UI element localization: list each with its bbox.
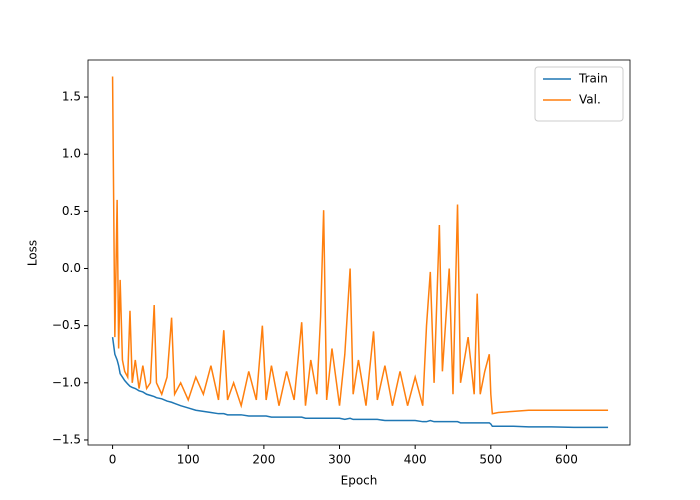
x-tick-label: 400 (404, 453, 427, 467)
y-tick-label: 0.5 (62, 204, 81, 218)
x-tick-label: 0 (109, 453, 117, 467)
y-tick-label: −1.0 (52, 375, 81, 389)
legend-box (534, 66, 624, 122)
x-tick-label: 200 (252, 453, 275, 467)
y-tick-label: 0.0 (62, 261, 81, 275)
y-tick-label: −1.5 (52, 432, 81, 446)
y-tick-label: −0.5 (52, 318, 81, 332)
y-axis-label: Loss (26, 240, 40, 266)
y-tick-label: 1.5 (62, 90, 81, 104)
y-tick-label: 1.0 (62, 147, 81, 161)
series-line (111, 336, 609, 429)
x-tick-label: 100 (177, 453, 200, 467)
plot-frame (87, 59, 631, 446)
x-tick-label: 600 (555, 453, 578, 467)
x-tick-label: 300 (328, 453, 351, 467)
series-line (111, 76, 609, 415)
x-axis-label: Epoch (341, 474, 378, 488)
x-tick-label: 500 (479, 453, 502, 467)
legend-label: Train (578, 72, 608, 86)
legend-label: Val. (579, 93, 601, 107)
